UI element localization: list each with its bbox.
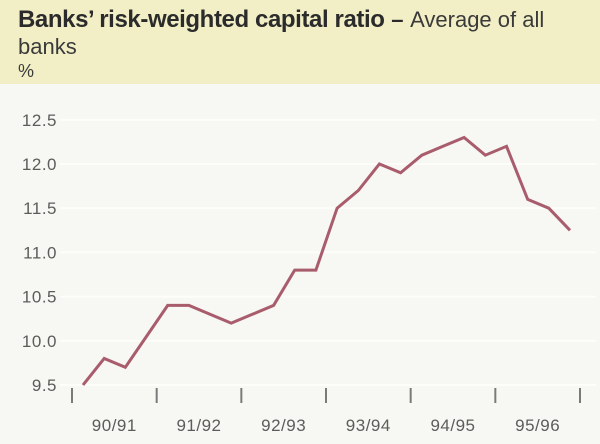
chart-title: Banks’ risk-weighted capital ratio – Ave… [18,5,582,35]
capital-ratio-line-chart: 9.5 10.0 10.5 11.0 11.5 12.0 12.5 90/91 91/92 92/… [22,111,596,435]
x-axis-label: 90/91 [92,416,137,435]
x-axis-label: 93/94 [346,416,391,435]
y-axis-label: 11.0 [23,243,57,262]
chart-header: Banks’ risk-weighted capital ratio – Ave… [18,5,582,82]
y-axis-label: 11.5 [23,199,57,218]
chart-panel: 9.5 10.0 10.5 11.0 11.5 12.0 12.5 90/91 91/92 92/… [0,84,600,444]
y-axis-label: 10.5 [22,288,57,307]
x-axis-label: 92/93 [261,416,306,435]
x-axis-label: 94/95 [430,416,475,435]
y-axis-label: 12.0 [22,155,57,174]
y-axis-label: 12.5 [22,111,57,130]
y-axis-label: 10.0 [22,332,57,351]
x-axis-label: 95/96 [515,416,560,435]
y-axis-unit-label: % [18,61,35,81]
chart-subtitle-line2: banks [18,34,77,59]
chart-title-bold: Banks’ risk-weighted capital ratio [18,6,385,33]
chart-subtitle: Average of all [410,7,545,32]
chart-title-dash: – [391,7,404,32]
y-axis-label: 9.5 [32,376,57,395]
x-axis-label: 91/92 [176,416,221,435]
capital-ratio-series-line [81,135,572,386]
